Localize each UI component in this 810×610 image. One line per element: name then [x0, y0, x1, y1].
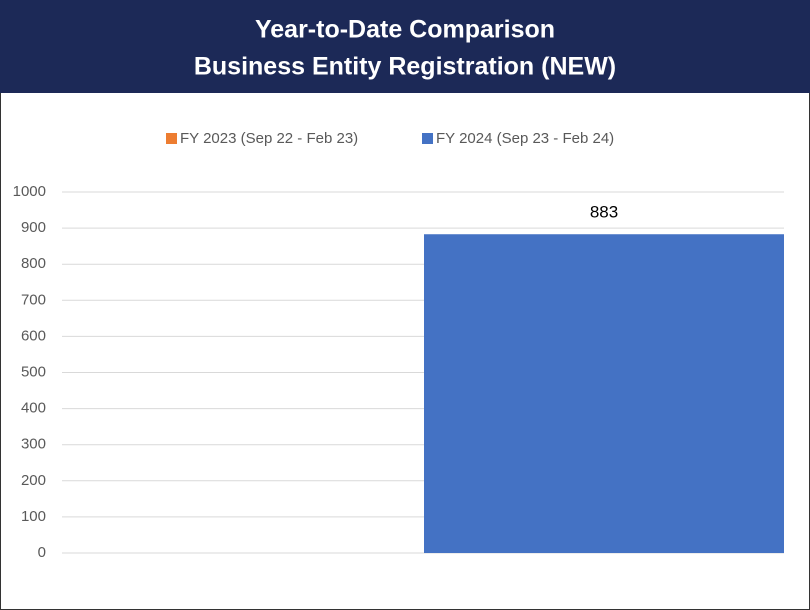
chart-subtitle: Business Entity Registration (NEW) — [194, 53, 616, 81]
y-tick-label: 200 — [21, 472, 46, 489]
bar — [424, 234, 784, 553]
y-tick-label: 700 — [21, 291, 46, 308]
y-tick-label: 0 — [38, 544, 46, 561]
legend-swatch — [166, 133, 177, 144]
y-tick-label: 400 — [21, 400, 46, 417]
y-tick-label: 800 — [21, 255, 46, 272]
legend-swatch — [422, 133, 433, 144]
y-tick-label: 900 — [21, 219, 46, 236]
legend-label: FY 2023 (Sep 22 - Feb 23) — [180, 130, 358, 147]
header — [0, 0, 810, 93]
y-tick-label: 100 — [21, 508, 46, 525]
y-tick-label: 500 — [21, 363, 46, 380]
chart-title: Year-to-Date Comparison — [255, 16, 555, 44]
y-tick-label: 600 — [21, 327, 46, 344]
data-label: 883 — [590, 203, 618, 222]
y-tick-label: 300 — [21, 436, 46, 453]
data-label-bg — [580, 202, 628, 225]
legend-label: FY 2024 (Sep 23 - Feb 24) — [436, 130, 614, 147]
y-tick-label: 1000 — [13, 183, 46, 200]
